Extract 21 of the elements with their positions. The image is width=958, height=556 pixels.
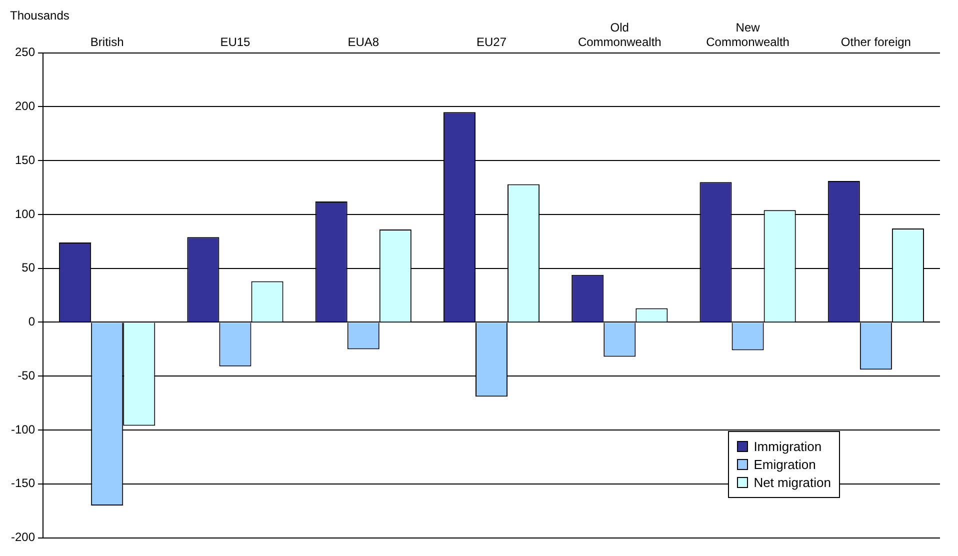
x-tick-label: Other foreign <box>840 34 911 49</box>
y-axis-title: Thousands <box>10 8 70 22</box>
y-tick-label: 0 <box>28 314 36 329</box>
y-tick-label: 250 <box>14 45 36 60</box>
legend-label: Net migration <box>754 475 831 490</box>
y-tick-label: 150 <box>14 152 36 167</box>
y-tick-label: 50 <box>22 260 36 275</box>
y-tick-label: 200 <box>14 99 36 113</box>
y-tick-label: -100 <box>10 422 36 436</box>
y-tick-label: -50 <box>18 368 36 382</box>
x-tick-label: New Commonwealth <box>706 20 790 49</box>
x-tick-label: EUA8 <box>348 34 380 49</box>
x-tick-label: British <box>90 34 124 49</box>
x-tick-label: EU15 <box>220 34 251 49</box>
y-tick-label: -150 <box>10 476 36 490</box>
y-tick-label: 100 <box>14 206 36 221</box>
x-tick-label: EU27 <box>476 34 507 49</box>
y-tick-label: -200 <box>10 530 36 544</box>
legend-label: Emigration <box>754 457 816 472</box>
x-tick-label: Old Commonwealth <box>578 20 662 49</box>
legend-label: Immigration <box>754 439 822 454</box>
